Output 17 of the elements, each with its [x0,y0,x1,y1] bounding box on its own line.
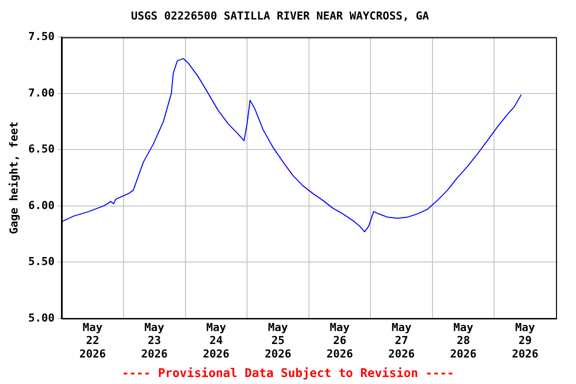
y-tick-label: 7.50 [28,30,55,44]
x-tick-label: May 24 2026 [202,320,230,360]
x-tick-label: May 29 2026 [512,320,539,360]
y-tick-label: 7.00 [28,86,55,100]
y-axis-title: Gage height, feet [7,122,20,234]
x-tick-label: May 26 2026 [326,320,354,360]
x-tick-label: May 25 2026 [264,320,292,360]
y-tick-label: 6.50 [28,142,55,156]
y-tick-label: 5.00 [28,311,55,324]
x-tick-label: May 28 2026 [450,320,477,360]
text: ---- Provisional Data Subject to Revision ---- [120,366,456,380]
x-tick-label: May 27 2026 [388,320,416,360]
x-tick-label: May 22 2026 [79,320,106,360]
x-tick-label: May 23 2026 [141,320,168,360]
y-tick-label: 5.50 [28,255,55,268]
chart-title: USGS 02226500 SATILLA RIVER NEAR WAYCROSS, GA [130,9,430,22]
y-tick-label: 6.00 [28,198,55,212]
